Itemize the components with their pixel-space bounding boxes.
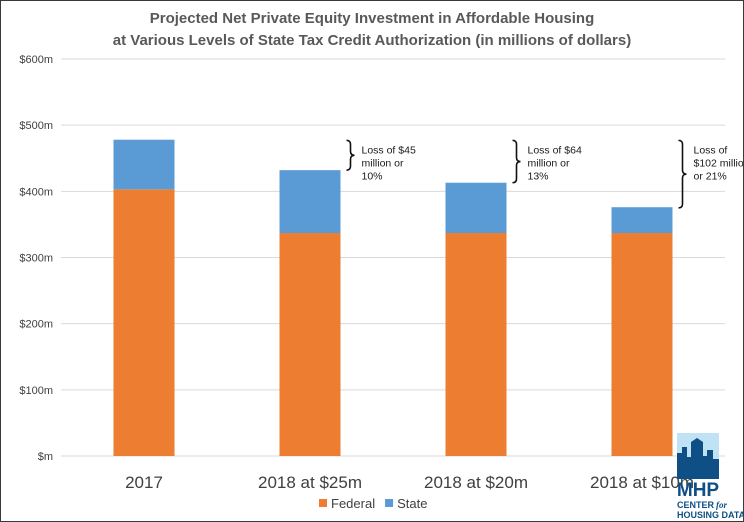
annotation-text: Loss of $45 million or 10% xyxy=(362,144,416,182)
logo-line1: CENTER for xyxy=(677,500,728,510)
legend-label: State xyxy=(397,496,427,511)
bar-state xyxy=(611,207,673,234)
x-tick-label: 2018 at $25m xyxy=(258,473,362,492)
chart-title-line: at Various Levels of State Tax Credit Au… xyxy=(113,32,631,49)
logo-skyline-icon xyxy=(677,438,719,479)
bar-federal xyxy=(611,233,673,456)
legend-swatch xyxy=(319,499,327,507)
x-tick-label: 2018 at $10m xyxy=(590,473,694,492)
annotation-bracket xyxy=(678,139,687,209)
y-tick-label: $300m xyxy=(19,253,53,265)
y-tick-label: $500m xyxy=(19,120,53,132)
bar-state xyxy=(113,139,175,190)
legend-label: Federal xyxy=(331,496,375,511)
logo-name: MHP xyxy=(677,480,720,501)
y-tick-label: $100m xyxy=(19,385,53,397)
bar-federal xyxy=(113,189,175,456)
legend-swatch xyxy=(385,499,394,507)
y-tick-label: $600m xyxy=(19,54,53,66)
x-tick-label: 2017 xyxy=(125,473,163,492)
annotations: Loss of $45 million or 10% Loss of $64 milli… xyxy=(346,139,744,209)
annotation-bracket xyxy=(346,139,355,171)
logo-line2: HOUSING DATA xyxy=(677,510,743,520)
bar-federal xyxy=(279,233,341,456)
annotation-text: Loss of $64 million or 13% xyxy=(528,144,582,182)
annotation-bracket xyxy=(512,139,521,184)
bar-state xyxy=(279,170,341,234)
bars: 2017 2018 at $25m 2018 at $20m 2018 at $10m xyxy=(113,139,694,492)
bar-federal xyxy=(445,233,507,456)
chart-title: Projected Net Private Equity Investment … xyxy=(113,10,631,49)
chart-title-line: Projected Net Private Equity Investment … xyxy=(150,10,595,27)
bar-state xyxy=(445,182,507,234)
y-tick-label: $400m xyxy=(19,186,53,198)
x-tick-label: 2018 at $20m xyxy=(424,473,528,492)
legend: Federal State xyxy=(319,496,427,511)
y-tick-label: $200m xyxy=(19,319,53,331)
y-tick-label: $m xyxy=(38,451,53,463)
mhp-logo: MHP CENTER for HOUSING DATA xyxy=(677,433,743,520)
